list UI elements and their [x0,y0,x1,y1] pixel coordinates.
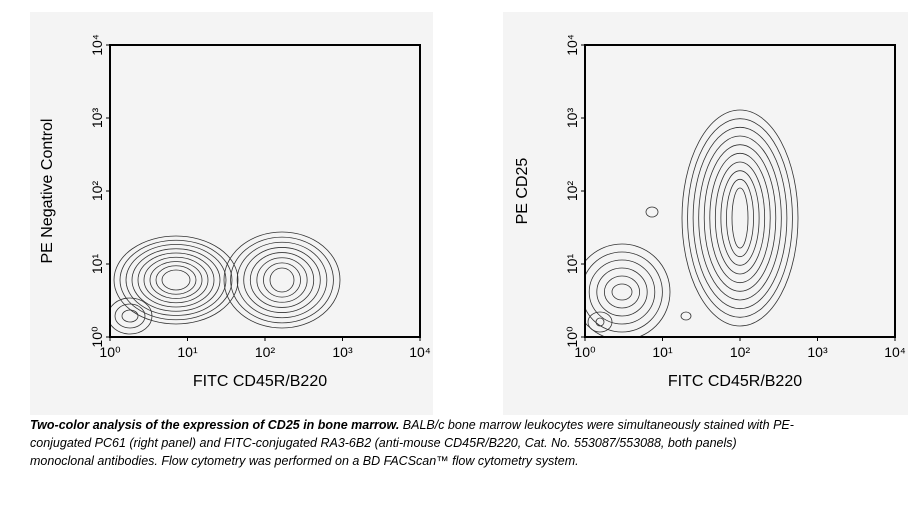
caption-text: BALB/c bone marrow leukocytes were simul… [30,418,794,468]
y-tick-label: 10⁴ [564,34,580,56]
caption-bold: Two-color analysis of the expression of … [30,418,400,432]
y-tick-label: 10⁰ [564,326,580,348]
y-tick-label: 10¹ [564,254,580,275]
figure: 10⁰ 10¹ 10² 10³ 10⁴ 10⁰ 10¹ 10² 10³ 10⁴ FITC CD45R… [30,12,908,415]
y-tick-label: 10⁴ [89,34,105,56]
contour-line [714,161,766,275]
contour-line [137,252,215,308]
contour-line [131,248,221,312]
contour-line [125,244,227,316]
contour-line [680,311,692,321]
panel-background [30,12,433,415]
contour-line [645,206,659,218]
y-tick-label: 10⁰ [89,326,105,348]
y-tick-label: 10² [89,181,105,202]
y-axis-label: PE Negative Control [39,119,56,264]
contour-line [249,252,315,308]
contour-line [256,257,308,303]
contour-line [119,239,233,321]
contour-line [113,235,239,325]
contour-line [596,267,648,317]
x-tick-label: 10¹ [652,344,673,360]
y-tick-label: 10³ [89,108,105,129]
contour-line [223,231,341,329]
contours [110,231,341,335]
contour-line [263,262,301,298]
contour-line [687,118,793,318]
x-tick-label: 10⁰ [99,344,121,360]
contour-line [595,317,605,327]
x-tick-label: 10¹ [177,344,198,360]
caption: Two-color analysis of the expression of … [30,416,800,470]
y-tick-label: 10¹ [89,254,105,275]
contour-line [121,309,139,323]
contour-line [110,297,153,335]
contour-line [161,269,191,291]
contour-line [155,265,197,295]
contour-line [588,259,656,325]
contour-line [230,236,334,324]
x-tick-label: 10⁴ [884,344,906,360]
y-tick-label: 10² [564,181,580,202]
contours [585,109,799,337]
contour-line [703,144,777,292]
contour-line [726,178,754,258]
x-tick-label: 10³ [332,344,353,360]
contour-line [114,303,146,329]
contour-line [149,261,203,299]
x-tick-label: 10³ [807,344,828,360]
panel-background [503,12,908,415]
contour-line [698,135,782,301]
contour-line [269,267,295,293]
contour-line [604,275,641,309]
contour-line [587,311,613,333]
contour-line [709,152,771,284]
y-axis-label: PE CD25 [514,158,531,225]
contour-line [681,109,799,327]
x-tick-label: 10² [255,344,276,360]
x-tick-label: 10² [730,344,751,360]
contour-line [243,247,321,313]
contour-line [720,170,760,266]
x-axis-label: FITC CD45R/B220 [193,373,327,390]
contour-line [585,251,663,333]
contour-line [236,241,328,319]
contour-line [585,243,671,337]
contour-line [611,283,633,301]
contour-line [692,126,788,310]
contour-line [143,256,209,304]
contour-line [731,187,749,249]
x-tick-label: 10⁴ [409,344,431,360]
x-axis-label: FITC CD45R/B220 [668,373,802,390]
y-tick-label: 10³ [564,108,580,129]
x-tick-label: 10⁰ [574,344,596,360]
